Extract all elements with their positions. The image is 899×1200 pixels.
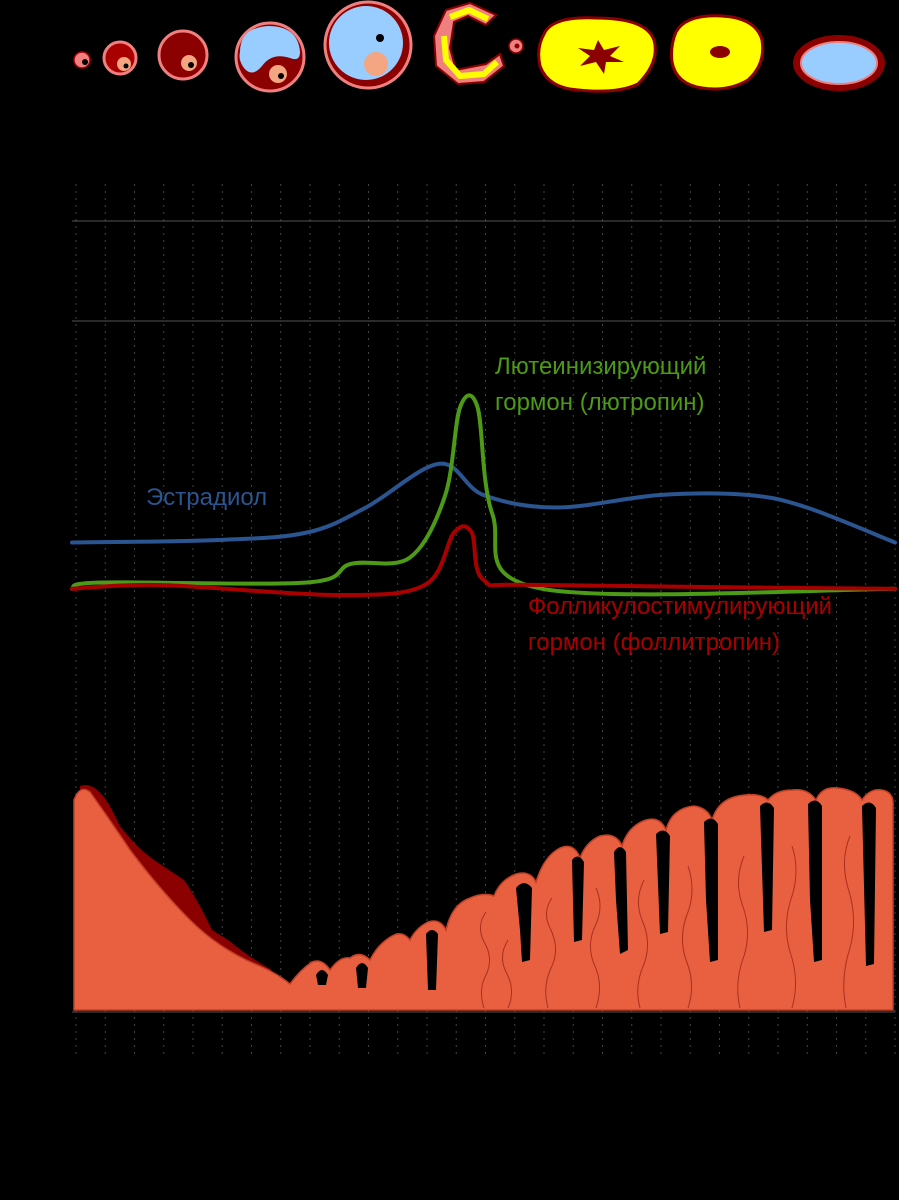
ovulation-icon <box>432 1 524 86</box>
fsh-line <box>70 524 897 598</box>
mature-graafian-follicle-icon <box>323 0 413 90</box>
endometrium-tissue <box>73 787 894 1011</box>
corpus-albicans-icon <box>793 35 885 91</box>
early-antral-follicle-icon <box>234 21 306 93</box>
endometrium-illustration <box>72 785 895 1013</box>
primordial-follicle-icon <box>73 51 91 69</box>
lh-line <box>70 393 897 597</box>
endometrial-glands <box>316 800 876 990</box>
spiral-arteries <box>480 835 854 1009</box>
lh-label-line2: гормон (лютропин) <box>495 389 705 416</box>
hormone-series <box>70 393 897 598</box>
primary-follicle-icon <box>102 40 138 76</box>
secondary-follicle-icon <box>157 29 209 81</box>
estradiol-label: Эстрадиол <box>146 484 267 511</box>
fsh-label-line2: гормон (фоллитропин) <box>528 629 780 656</box>
fsh-label-line1: Фолликулостимулирующий <box>528 593 832 620</box>
early-corpus-luteum-icon <box>537 16 657 93</box>
follicle-development-row <box>73 0 885 93</box>
corpus-luteum-icon <box>670 14 765 91</box>
estradiol-line <box>70 461 897 545</box>
lh-label-line1: Лютеинизирующий <box>495 353 706 380</box>
